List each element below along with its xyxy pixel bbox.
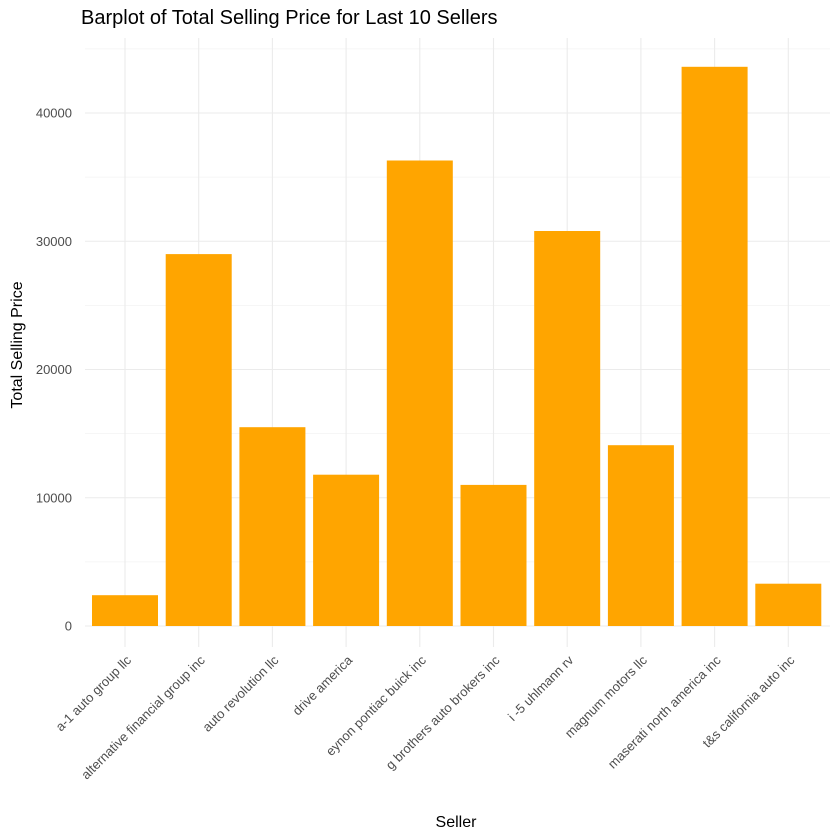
y-axis-title: Total Selling Price <box>9 281 26 408</box>
x-tick-label: auto revolution llc <box>199 652 281 734</box>
bar <box>165 254 232 626</box>
bars <box>92 66 822 627</box>
x-tick-label: a-1 auto group llc <box>52 652 134 734</box>
y-tick-label: 0 <box>65 619 72 634</box>
x-tick-label: alternative financial group inc <box>78 652 208 782</box>
bar <box>92 595 158 626</box>
x-axis-title: Seller <box>436 814 478 831</box>
bar <box>681 66 748 627</box>
bar <box>460 484 527 626</box>
bar <box>534 231 601 626</box>
x-tick-label: i -5 uhlmann rv <box>505 652 577 724</box>
y-tick-label: 20000 <box>36 362 72 377</box>
bar <box>239 427 306 626</box>
x-tick-label: drive america <box>289 652 355 718</box>
bar <box>607 445 674 626</box>
y-tick-label: 10000 <box>36 490 72 505</box>
y-tick-label: 40000 <box>36 106 72 121</box>
bar <box>313 474 380 626</box>
bar <box>386 160 453 626</box>
y-tick-label: 30000 <box>36 234 72 249</box>
y-axis-ticks: 0 10000 20000 30000 40000 <box>36 106 72 634</box>
bar <box>755 583 822 626</box>
chart-title: Barplot of Total Selling Price for Last … <box>81 7 498 29</box>
